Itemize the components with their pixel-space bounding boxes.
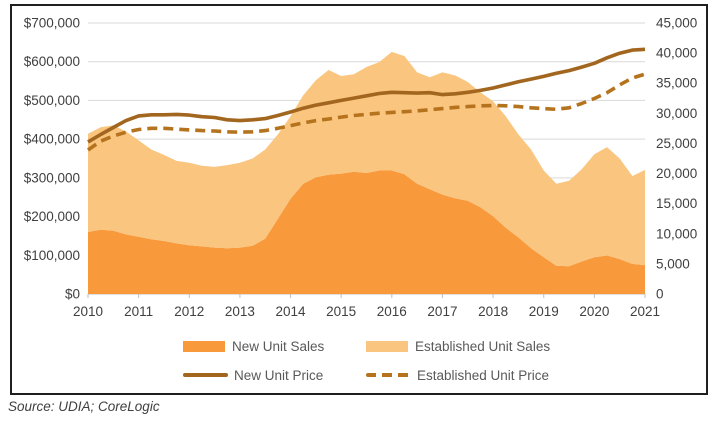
new-unit-price-swatch xyxy=(183,373,228,377)
x-axis-tick-label: 2018 xyxy=(478,304,508,319)
x-axis-tick-label: 2011 xyxy=(124,304,153,319)
left-axis-tick-label: $200,000 xyxy=(24,209,80,224)
x-axis-tick-label: 2019 xyxy=(529,304,559,319)
left-axis-tick-label: $400,000 xyxy=(24,132,80,147)
right-axis-tick-label: 40,000 xyxy=(656,46,697,61)
left-axis-tick-label: $600,000 xyxy=(24,54,80,69)
left-axis-tick-label: $500,000 xyxy=(24,93,80,108)
right-axis-tick-label: 20,000 xyxy=(656,166,697,181)
right-axis-tick-label: 35,000 xyxy=(656,76,697,91)
x-axis-tick-label: 2020 xyxy=(579,304,609,319)
new-unit-sales-swatch xyxy=(183,340,225,352)
legend-label: Established Unit Sales xyxy=(415,338,551,354)
legend-label: Established Unit Price xyxy=(417,367,550,383)
legend-label: New Unit Sales xyxy=(232,338,325,354)
legend-item-established-unit-price: Established Unit Price xyxy=(366,367,549,383)
established-unit-price-line xyxy=(86,72,646,152)
legend-label: New Unit Price xyxy=(234,367,324,383)
left-axis-tick-label: $0 xyxy=(65,287,80,302)
source-note: Source: UDIA; CoreLogic xyxy=(8,399,160,414)
right-axis-tick-label: 10,000 xyxy=(656,226,697,241)
right-axis-tick-label: 30,000 xyxy=(656,106,697,121)
established-unit-price-swatch xyxy=(366,373,411,377)
right-axis-tick-label: 45,000 xyxy=(656,16,697,31)
x-axis-tick-label: 2014 xyxy=(276,304,307,319)
x-axis-tick-label: 2013 xyxy=(225,304,255,319)
right-axis-tick-label: 15,000 xyxy=(656,196,697,211)
left-axis-tick-label: $700,000 xyxy=(24,16,80,31)
new-unit-price-line xyxy=(87,47,646,144)
area-new-unit-sales xyxy=(88,170,645,294)
right-axis-tick-label: 5,000 xyxy=(656,256,690,271)
x-axis-tick-label: 2010 xyxy=(73,304,103,319)
left-axis-tick-label: $300,000 xyxy=(24,170,80,185)
x-axis-tick-label: 2021 xyxy=(630,304,660,319)
x-axis-tick-label: 2012 xyxy=(174,304,204,319)
established-unit-sales-swatch xyxy=(366,340,408,352)
legend-item-established-unit-sales: Established Unit Sales xyxy=(366,338,550,354)
right-axis-tick-label: 25,000 xyxy=(656,136,697,151)
x-axis-tick-label: 2017 xyxy=(427,304,457,319)
right-axis-tick-label: 0 xyxy=(656,287,664,302)
x-axis-tick-label: 2015 xyxy=(326,304,356,319)
area-established-unit-sales xyxy=(88,51,645,267)
legend-item-new-unit-price: New Unit Price xyxy=(183,367,323,383)
left-axis-tick-label: $100,000 xyxy=(24,248,80,263)
legend-item-new-unit-sales: New Unit Sales xyxy=(183,338,324,354)
x-axis-tick-label: 2016 xyxy=(377,304,407,319)
